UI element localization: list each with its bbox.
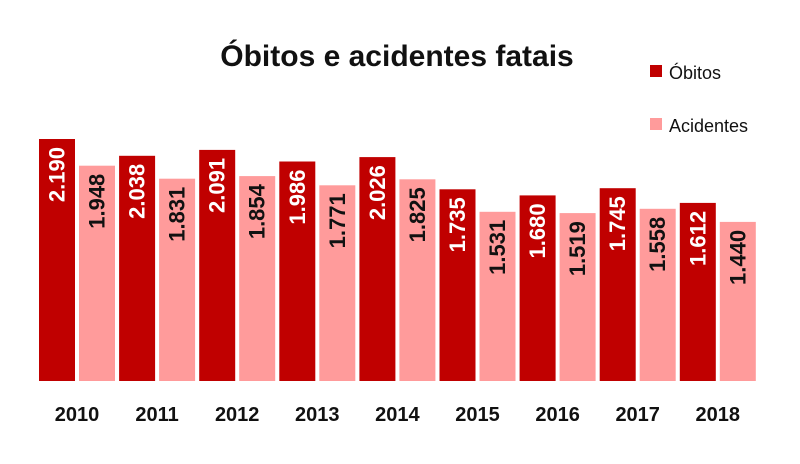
bar-acidentes-2017 xyxy=(639,208,676,381)
data-label-obitos-2011: 2.038 xyxy=(125,164,150,219)
legend-swatch-obitos xyxy=(650,65,662,77)
x-tick-label-2010: 2010 xyxy=(55,404,100,426)
data-label-obitos-2010: 2.190 xyxy=(45,147,70,202)
bar-acidentes-2013 xyxy=(319,185,356,381)
data-label-obitos-2013: 1.986 xyxy=(285,170,310,225)
x-tick-label-2015: 2015 xyxy=(455,404,500,426)
bar-obitos-2018 xyxy=(679,202,716,381)
x-axis: 2010 2011 2012 2013 2014 2015 2016 2017 2018 xyxy=(55,404,740,426)
x-tick-label-2017: 2017 xyxy=(615,404,660,426)
x-tick-label-2011: 2011 xyxy=(135,404,178,426)
data-label-acidentes-2014: 1.825 xyxy=(405,187,430,242)
bar-acidentes-2015 xyxy=(479,211,516,381)
x-tick-label-2018: 2018 xyxy=(696,404,741,426)
data-label-obitos-2015: 1.735 xyxy=(445,197,470,252)
bar-obitos-2013 xyxy=(279,161,316,381)
legend-item-acidentes: Acidentes xyxy=(650,116,748,136)
bar-obitos-2011 xyxy=(119,155,156,381)
bar-acidentes-2018 xyxy=(719,221,756,381)
legend-label-obitos: Óbitos xyxy=(669,62,721,83)
bar-obitos-2012 xyxy=(199,149,236,381)
legend-item-obitos: Óbitos xyxy=(650,62,721,83)
x-tick-label-2016: 2016 xyxy=(535,404,580,426)
bar-acidentes-2012 xyxy=(239,176,276,381)
bar-acidentes-2014 xyxy=(399,179,436,381)
bar-obitos-2016 xyxy=(519,195,556,381)
bar-obitos-2015 xyxy=(439,189,476,381)
x-tick-label-2012: 2012 xyxy=(215,404,260,426)
bar-obitos-2014 xyxy=(359,157,396,381)
bar-acidentes-2010 xyxy=(79,165,115,381)
data-label-acidentes-2016: 1.519 xyxy=(565,221,590,276)
data-label-acidentes-2018: 1.440 xyxy=(725,230,750,285)
bar-acidentes-2011 xyxy=(159,178,196,381)
data-label-acidentes-2011: 1.831 xyxy=(165,187,190,242)
data-label-acidentes-2013: 1.771 xyxy=(325,193,350,248)
plot-area: 2.190 1.948 2.038 1.831 2.091 1.854 1.986 1.771… xyxy=(39,139,756,381)
bar-obitos-2017 xyxy=(599,188,636,381)
bar-obitos-2010 xyxy=(39,139,75,381)
data-label-acidentes-2010: 1.948 xyxy=(85,174,110,229)
legend-label-acidentes: Acidentes xyxy=(669,116,748,136)
data-label-obitos-2016: 1.680 xyxy=(525,203,550,258)
data-label-acidentes-2015: 1.531 xyxy=(485,220,510,275)
legend-swatch-acidentes xyxy=(650,118,662,130)
data-label-acidentes-2017: 1.558 xyxy=(645,217,670,272)
data-label-obitos-2017: 1.745 xyxy=(605,196,630,251)
chart-title: Óbitos e acidentes fatais xyxy=(220,39,573,73)
data-label-obitos-2014: 2.026 xyxy=(365,165,390,220)
x-tick-label-2014: 2014 xyxy=(375,404,420,426)
legend: Óbitos Acidentes xyxy=(650,62,748,136)
data-label-obitos-2018: 1.612 xyxy=(685,211,710,266)
x-tick-label-2013: 2013 xyxy=(295,404,340,426)
bar-acidentes-2016 xyxy=(559,213,596,381)
data-label-acidentes-2012: 1.854 xyxy=(245,183,270,239)
data-label-obitos-2012: 2.091 xyxy=(205,158,230,213)
